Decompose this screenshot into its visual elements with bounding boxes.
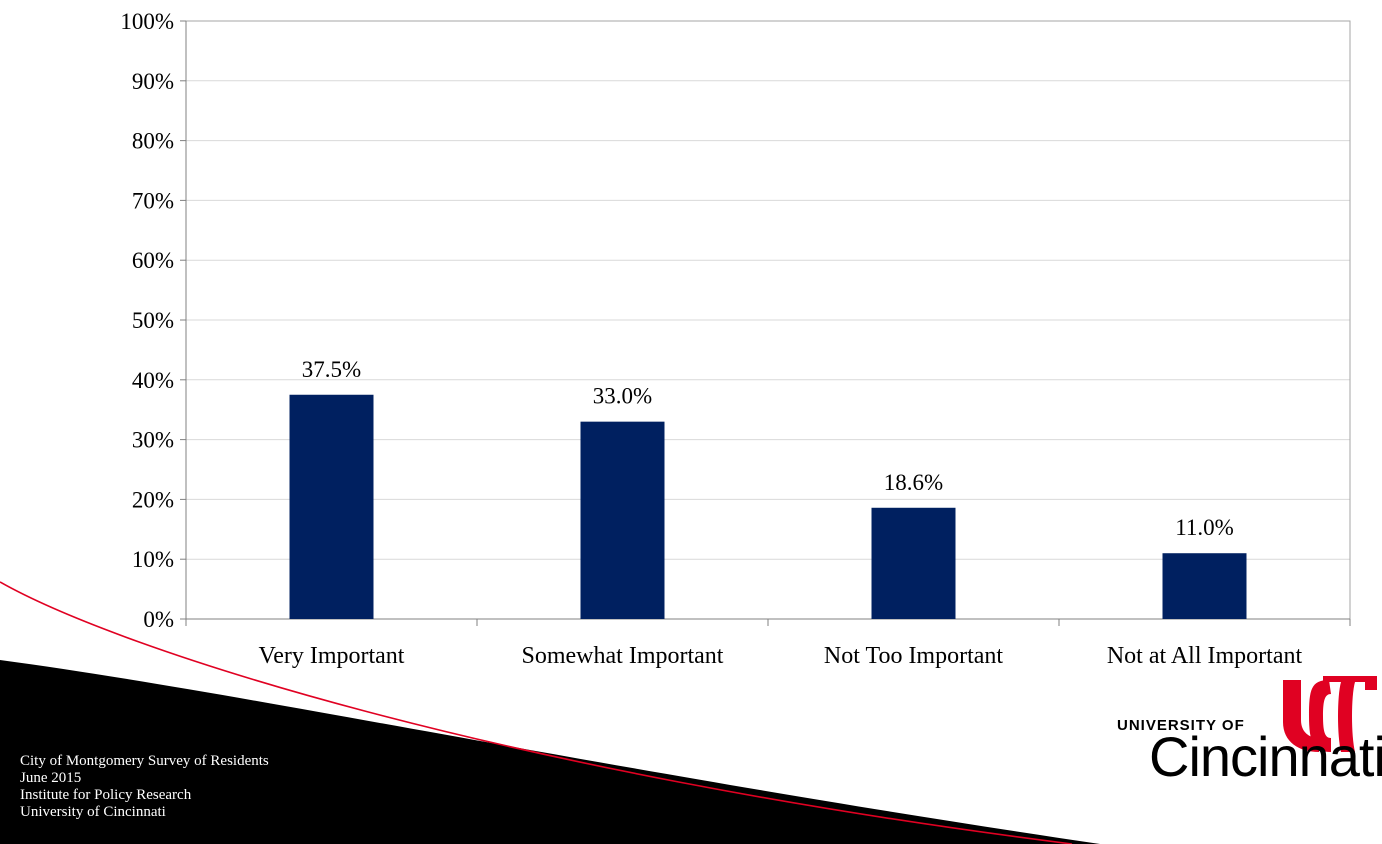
y-tick-label: 100%: [120, 9, 174, 34]
data-label: 11.0%: [1175, 515, 1234, 540]
x-category-label: Somewhat Important: [522, 643, 724, 669]
x-category-label: Very Important: [259, 643, 405, 669]
y-tick-label: 60%: [132, 248, 174, 273]
footer-swoosh: [0, 660, 1100, 844]
y-tick-label: 10%: [132, 547, 174, 572]
footer-date: June 2015: [20, 770, 82, 786]
bar: [289, 394, 374, 619]
data-label: 33.0%: [593, 384, 652, 409]
x-category-label: Not at All Important: [1107, 643, 1303, 669]
y-tick-label: 40%: [132, 368, 174, 393]
footer-swoosh-red-line: [0, 581, 1073, 844]
bar: [871, 507, 956, 619]
bar: [1162, 553, 1247, 619]
footer-university: University of Cincinnati: [20, 804, 166, 820]
uc-mark-icon: [1283, 676, 1377, 752]
x-category-label: Not Too Important: [824, 643, 1004, 669]
y-tick-label: 80%: [132, 129, 174, 154]
y-tick-label: 0%: [143, 607, 174, 632]
logo-text-small: UNIVERSITY OF: [1117, 717, 1245, 734]
footer-institute: Institute for Policy Research: [20, 787, 192, 803]
y-tick-label: 50%: [132, 308, 174, 333]
data-label: 37.5%: [302, 357, 361, 382]
y-tick-label: 90%: [132, 69, 174, 94]
labels: 0% 10% 20% 30% 40% 50% 60% 70% 80% 90% 100% 37.5% Ve…: [120, 9, 1302, 669]
uc-logo: UNIVERSITY OF Cincinnati: [1105, 676, 1382, 800]
bar: [580, 421, 665, 619]
bars: [289, 394, 1247, 619]
data-label: 18.6%: [884, 470, 943, 495]
logo-text-big: Cincinnati: [1149, 725, 1382, 788]
axes: [180, 20, 1351, 626]
footer-survey-title: City of Montgomery Survey of Residents: [20, 753, 269, 769]
y-tick-label: 70%: [132, 188, 174, 213]
footer-text: City of Montgomery Survey of Residents J…: [20, 753, 269, 821]
y-tick-label: 30%: [132, 428, 174, 453]
y-tick-label: 20%: [132, 487, 174, 512]
